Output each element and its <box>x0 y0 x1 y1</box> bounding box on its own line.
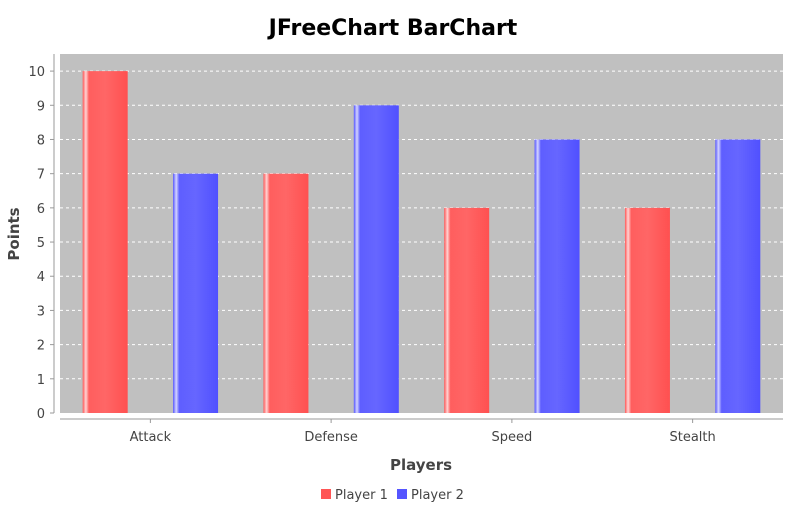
bars <box>82 71 761 414</box>
legend: Player 1 Player 2 <box>321 488 464 503</box>
x-ticks: Attack Defense Speed Stealth <box>130 419 716 445</box>
bar-attack-series-2 <box>173 173 219 413</box>
y-tick-label: 2 <box>37 339 45 354</box>
x-tick-label: Speed <box>491 430 532 445</box>
y-tick-label: 3 <box>37 304 45 319</box>
legend-swatch <box>397 489 407 499</box>
legend-label: Player 1 <box>335 488 388 503</box>
bar-defense-series-2 <box>353 105 399 414</box>
x-tick-label: Stealth <box>669 430 715 445</box>
bar-speed-series-1 <box>444 207 490 413</box>
y-ticks: 0 1 2 3 4 5 6 7 8 9 10 <box>28 65 54 422</box>
y-tick-label: 10 <box>28 65 45 80</box>
y-tick-label: 8 <box>37 133 45 148</box>
legend-label: Player 2 <box>411 488 464 503</box>
x-tick-label: Attack <box>130 430 172 445</box>
x-tick-label: Defense <box>304 430 358 445</box>
legend-swatch <box>321 489 331 499</box>
y-tick-label: 4 <box>37 270 45 285</box>
y-tick-label: 6 <box>37 202 45 217</box>
bar-stealth-series-1 <box>624 207 670 413</box>
bar-speed-series-2 <box>534 139 580 413</box>
bar-stealth-series-2 <box>715 139 761 413</box>
y-tick-label: 9 <box>37 99 45 114</box>
y-tick-label: 5 <box>37 236 45 251</box>
y-axis-label: Points <box>5 207 23 260</box>
plot-area <box>60 54 783 413</box>
y-tick-label: 0 <box>37 407 45 422</box>
x-axis-label: Players <box>390 456 452 474</box>
y-tick-label: 7 <box>37 168 45 183</box>
bar-attack-series-1 <box>82 71 128 413</box>
y-tick-label: 1 <box>37 373 45 388</box>
bar-defense-series-1 <box>263 173 309 413</box>
chart-title: JFreeChart BarChart <box>267 16 518 41</box>
